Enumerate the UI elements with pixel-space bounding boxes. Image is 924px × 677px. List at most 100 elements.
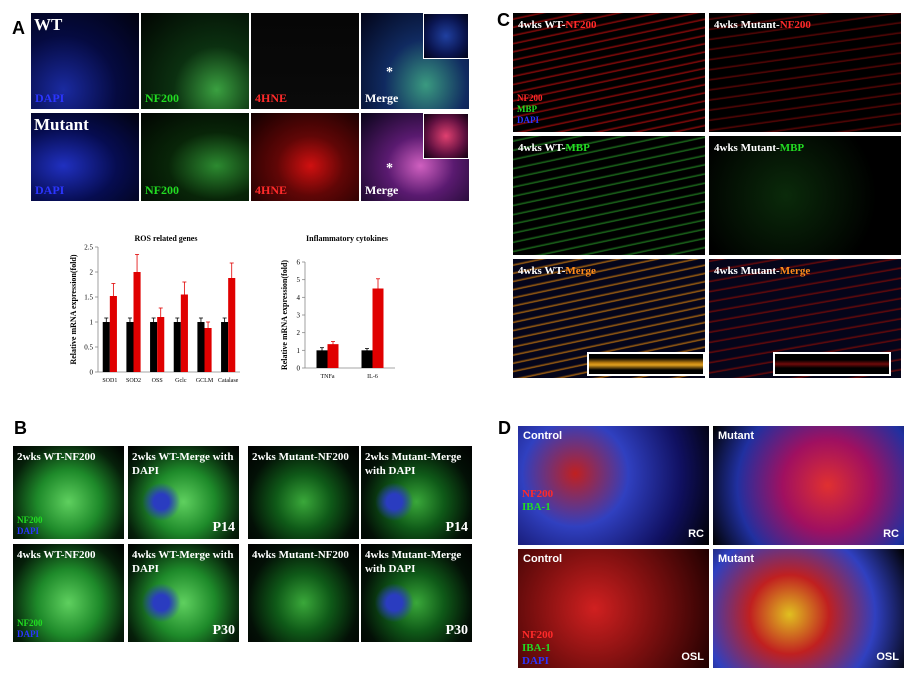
channel-label: Merge [365, 183, 399, 197]
row-label: WT [34, 15, 63, 34]
bar [327, 344, 339, 368]
y-tick-label: 0 [297, 365, 301, 373]
y-tick-label: 2 [90, 269, 94, 277]
y-tick-label: 0.5 [84, 344, 93, 352]
legend-item: IBA-1 [522, 501, 551, 513]
x-tick-label: Gclc [175, 378, 187, 384]
legend-item: DAPI [517, 115, 539, 125]
y-tick-label: 1 [297, 347, 301, 355]
bar [316, 350, 328, 368]
legend-item: NF200 [522, 629, 554, 641]
image-title: 4wks WT-NF200 [17, 549, 96, 561]
x-tick-label: GCLM [196, 378, 214, 384]
legend-item: NF200 [517, 93, 543, 103]
bar [361, 350, 373, 368]
bar [204, 328, 212, 372]
title-prefix: 4wks Mutant- [714, 265, 780, 277]
bar [150, 322, 158, 372]
bar [180, 294, 188, 372]
micrograph: 2wks Mutant-Merge with DAPI P14 [360, 445, 473, 540]
site-label: OSL [681, 651, 704, 663]
image-title: 4wks Mutant-Merge with DAPI [365, 549, 462, 575]
y-tick-label: 4 [297, 294, 301, 302]
micrograph: Merge * [360, 112, 470, 202]
inset [773, 352, 891, 376]
legend-item: MBP [517, 104, 537, 114]
micrograph: WT DAPI [30, 12, 140, 110]
micrograph: 2wks WT-Merge with DAPI P14 [127, 445, 240, 540]
micrograph: 4wks WT-MBP [512, 135, 706, 256]
image-title: 2wks Mutant-Merge with DAPI [365, 451, 462, 477]
micrograph: 4wks Mutant-NF200 [708, 12, 902, 133]
image-title: 4wks Mutant-NF200 [714, 19, 811, 31]
channel-label: DAPI [35, 91, 65, 105]
x-tick-label: Catalase [218, 378, 239, 384]
micrograph: 4wks Mutant-Merge [708, 258, 902, 379]
micrograph: Mutant RC [712, 425, 905, 546]
legend-item: DAPI [17, 629, 39, 639]
image-title: 4wks Mutant-NF200 [252, 549, 349, 561]
site-label: RC [883, 528, 899, 540]
inset [587, 352, 705, 376]
micrograph: 4HNE [250, 12, 360, 110]
bar [133, 272, 141, 372]
group-label: Mutant [718, 430, 755, 442]
stage-label: P14 [445, 520, 468, 535]
x-tick-label: IL-6 [367, 374, 378, 380]
site-label: RC [688, 528, 704, 540]
x-tick-label: OSS [152, 378, 163, 384]
row-label: Mutant [34, 115, 89, 134]
micrograph: NF200 [140, 112, 250, 202]
image-title: 4wks WT-Merge [518, 265, 596, 277]
legend-item: DAPI [522, 655, 549, 667]
y-tick-label: 2.5 [84, 244, 93, 252]
bar [197, 322, 205, 372]
micrograph: 4wks Mutant-NF200 [247, 543, 360, 643]
bar [221, 322, 229, 372]
group-label: Mutant [718, 553, 755, 565]
title-marker: NF200 [565, 19, 597, 31]
title-prefix: 4wks Mutant- [714, 142, 780, 154]
chart-title: ROS related genes [134, 234, 198, 243]
channel-label: DAPI [35, 183, 65, 197]
micrograph: 4wks Mutant-Merge with DAPI P30 [360, 543, 473, 643]
channel-label: NF200 [145, 183, 179, 197]
y-tick-label: 3 [297, 312, 301, 320]
title-marker: Merge [565, 265, 596, 277]
y-tick-label: 0 [90, 369, 94, 377]
site-label: OSL [876, 651, 899, 663]
y-tick-label: 5 [297, 276, 301, 284]
micrograph: 4wks WT-Merge [512, 258, 706, 379]
inset [423, 113, 469, 159]
micrograph: 2wks WT-NF200 NF200 DAPI [12, 445, 125, 540]
image-title: 4wks Mutant-Merge [714, 265, 810, 277]
x-tick-label: TNFa [321, 374, 335, 380]
channel-label: 4HNE [255, 91, 288, 105]
title-marker: MBP [779, 142, 805, 154]
panel-label: C [497, 10, 510, 30]
stage-label: P30 [445, 623, 468, 638]
panel-label: D [498, 418, 511, 438]
image-title: 4wks WT-NF200 [518, 19, 597, 31]
x-tick-label: SOD1 [102, 378, 117, 384]
micrograph: 4wks WT-Merge with DAPI P30 [127, 543, 240, 643]
micrograph: 4wks WT-NF200 NF200 MBP DAPI [512, 12, 706, 133]
micrograph: 4wks Mutant-MBP [708, 135, 902, 256]
title-prefix: 4wks WT- [518, 19, 566, 31]
legend-item: NF200 [17, 515, 43, 525]
micrograph: NF200 [140, 12, 250, 110]
chart-title: Inflammatory cytokines [306, 234, 388, 243]
y-tick-label: 2 [297, 329, 301, 337]
y-axis-label: Relative mRNA expression(fold) [69, 254, 78, 364]
micrograph: 4HNE [250, 112, 360, 202]
image-title: 4wks WT-MBP [518, 142, 590, 154]
title-prefix: 4wks WT- [518, 142, 566, 154]
bar [228, 278, 236, 372]
y-axis-label: Relative mRNA expression(fold) [280, 260, 289, 370]
y-tick-label: 1.5 [84, 294, 93, 302]
inset [423, 13, 469, 59]
x-tick-label: SOD2 [126, 378, 141, 384]
y-tick-label: 1 [90, 319, 94, 327]
